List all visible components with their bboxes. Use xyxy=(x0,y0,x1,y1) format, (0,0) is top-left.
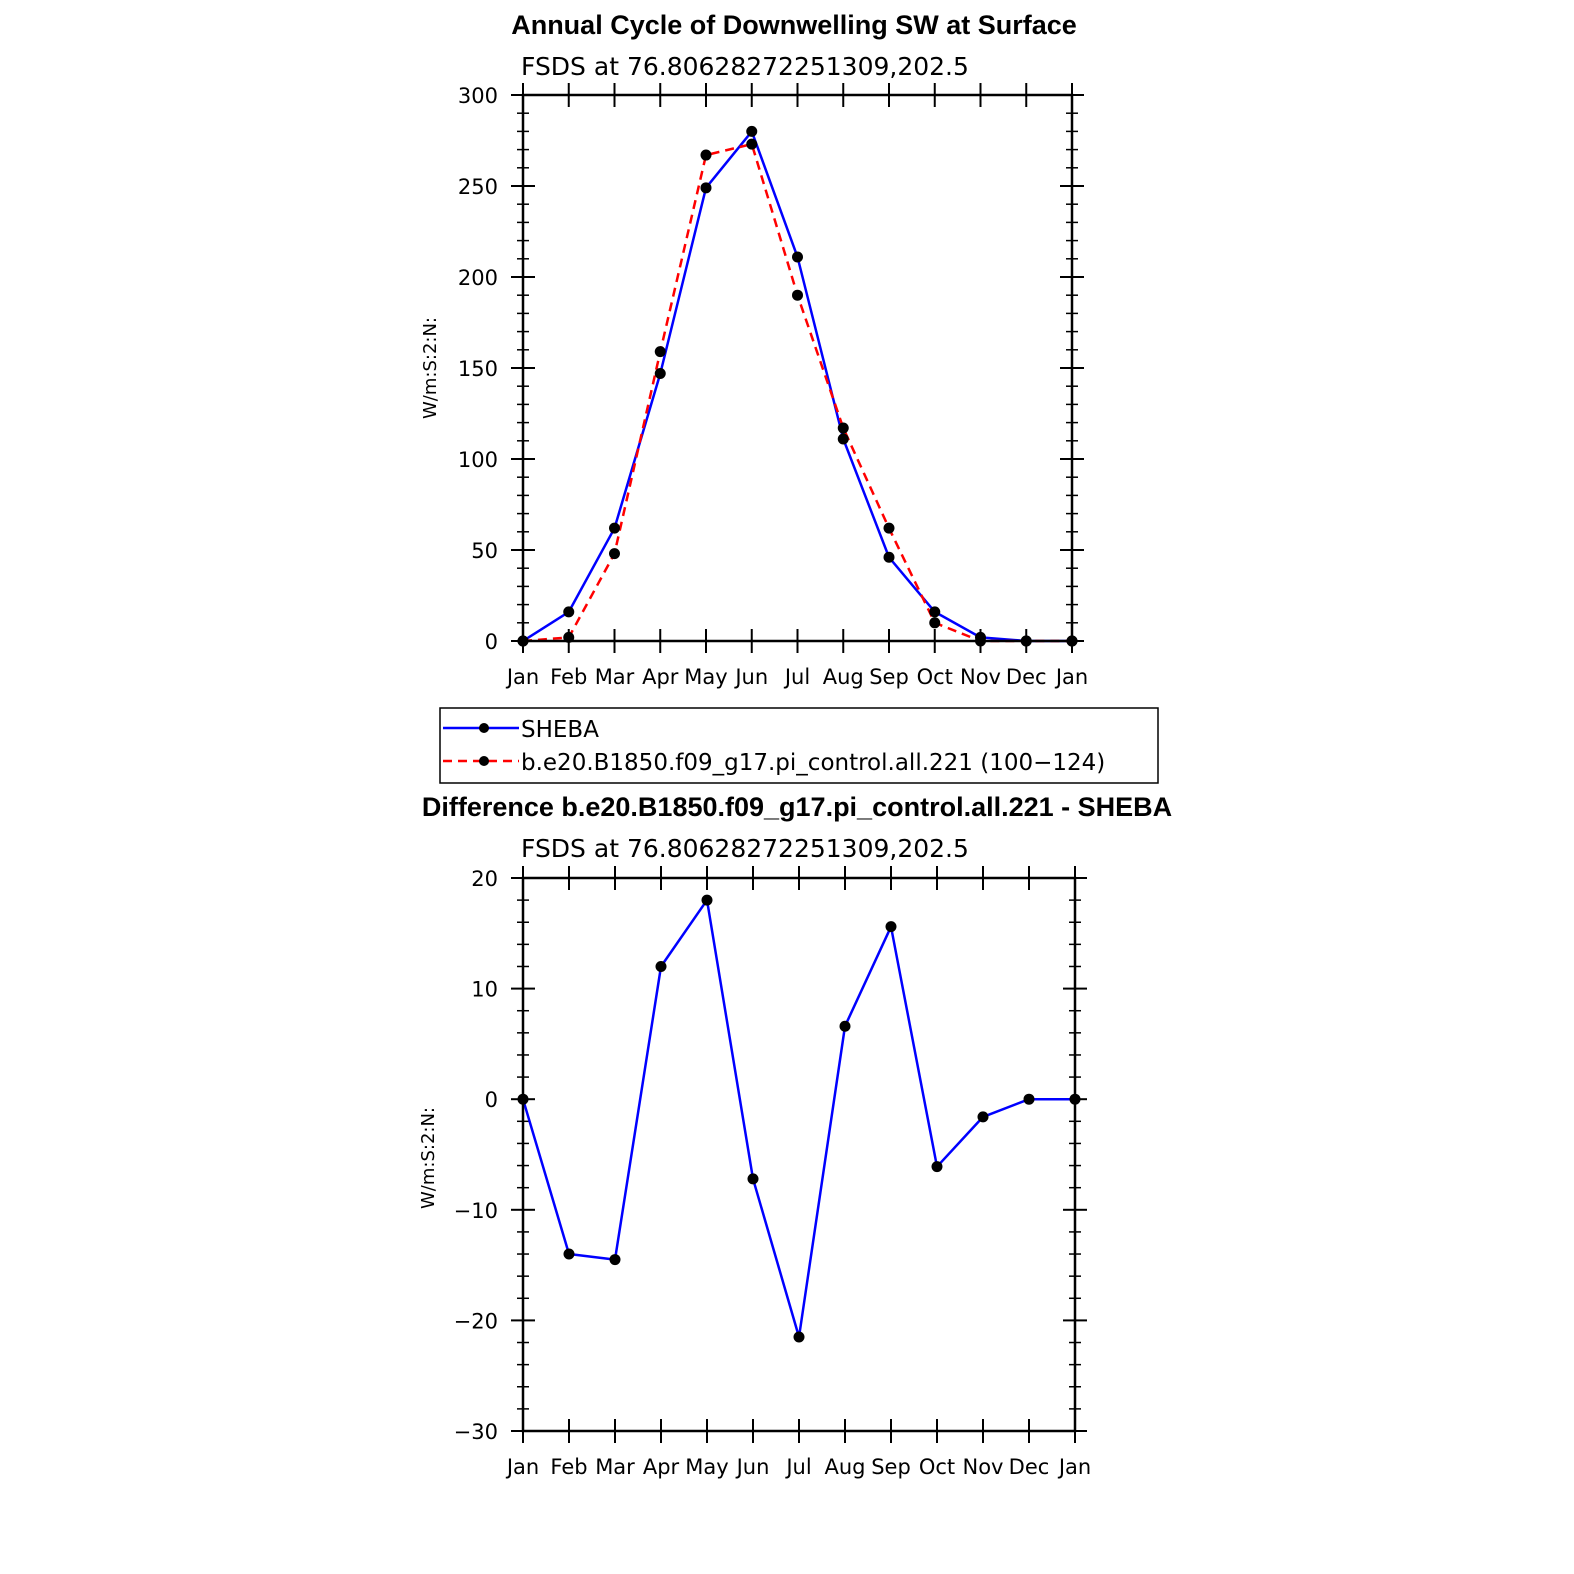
panel2-y-tick-labels: −30 −20 −10 0 10 20 xyxy=(454,867,498,1444)
panel1-series-0-point xyxy=(700,182,712,194)
panel1-y-tick-label: 300 xyxy=(458,84,498,108)
panel2-series-0-point xyxy=(655,960,667,972)
panel1-series-1-point xyxy=(837,422,849,434)
panel1-y-axis-label: W/m:S:2:N: xyxy=(420,317,441,419)
panel2-series-0-point xyxy=(563,1248,575,1260)
panel2-y-tick-label: −30 xyxy=(454,1420,498,1444)
panel1-series-1-point xyxy=(609,548,620,560)
panel1-series-0-point xyxy=(929,606,941,618)
panel2-title: Difference b.e20.B1850.f09_g17.pi_contro… xyxy=(422,792,1172,822)
panel1-series-1-point xyxy=(746,138,758,150)
panel1-x-tick-label: Apr xyxy=(642,665,679,689)
panel1-series-0-point xyxy=(609,522,620,534)
panel1-x-tick-label: Jul xyxy=(783,665,810,689)
panel1-x-tick-label: Oct xyxy=(917,665,953,689)
panel2-x-tick-labels: Jan Feb Mar Apr May Jun Jul Aug Sep Oct Nov Dec Jan xyxy=(505,1455,1091,1479)
panel1-series-1-point xyxy=(654,346,666,358)
panel2-y-tick-label: 20 xyxy=(471,867,498,891)
panel1-series-0-point xyxy=(563,606,575,618)
panel2-y-tick-label: −10 xyxy=(454,1199,498,1223)
panel1-x-tick-label: Mar xyxy=(595,665,635,689)
panel1-series-line-0 xyxy=(522,130,1072,643)
panel2-x-tick-label: Jul xyxy=(784,1455,811,1479)
panel1-y-tick-labels: 0 50 100 150 200 250 300 xyxy=(458,84,498,654)
panel1-plot-frame xyxy=(521,93,1074,643)
panel2-series-0-point xyxy=(931,1161,943,1173)
legend-marker-sheba xyxy=(479,723,489,733)
panel1-y-tick-label: 200 xyxy=(458,266,498,290)
panel2-series-0-point xyxy=(885,921,897,933)
panel2-series-0-point xyxy=(701,894,713,906)
panel1-series-1-point xyxy=(792,289,803,301)
panel1-series-0-point xyxy=(837,433,849,445)
panel2-y-tick-label: 10 xyxy=(471,978,498,1002)
panel1-series-0-point xyxy=(792,251,803,263)
difference-panel: Difference b.e20.B1850.f09_g17.pi_contro… xyxy=(418,792,1172,1479)
panel1-title: Annual Cycle of Downwelling SW at Surfac… xyxy=(511,10,1077,40)
panel1-series-1-point xyxy=(883,522,895,534)
panel1-x-tick-label: Jun xyxy=(733,665,768,689)
panel2-x-tick-label: Aug xyxy=(824,1455,865,1479)
panel2-series-line-0 xyxy=(521,898,1075,1339)
panel2-x-tick-label: Apr xyxy=(643,1455,680,1479)
panel1-y-tick-label: 0 xyxy=(485,630,498,654)
panel2-series-0-point xyxy=(839,1020,851,1032)
panel1-x-tick-label: Dec xyxy=(1006,665,1047,689)
panel1-x-tick-label: Aug xyxy=(823,665,864,689)
panel2-x-tick-label: Jan xyxy=(505,1455,539,1479)
panel2-y-axis-label: W/m:S:2:N: xyxy=(418,1107,439,1209)
panel1-series-0-point xyxy=(746,125,758,137)
panel1-series-line-1 xyxy=(522,142,1072,643)
panel2-x-tick-label: Nov xyxy=(963,1455,1004,1479)
panel2-x-tick-label: Feb xyxy=(550,1455,587,1479)
panel1-y-tick-label: 150 xyxy=(458,357,498,381)
panel1-y-tick-label: 50 xyxy=(471,539,498,563)
panel2-series xyxy=(517,894,1081,1343)
panel2-x-tick-label: Jan xyxy=(1057,1455,1091,1479)
annual-cycle-panel: Annual Cycle of Downwelling SW at Surfac… xyxy=(420,10,1088,689)
legend-marker-model xyxy=(479,756,489,766)
panel2-x-tick-label: Dec xyxy=(1009,1455,1050,1479)
panel1-series-0-point xyxy=(883,551,895,563)
legend-box xyxy=(439,707,1159,784)
panel1-x-tick-label: Feb xyxy=(550,665,587,689)
panel1-series-1-point xyxy=(700,149,712,161)
panel1-subtitle: FSDS at 76.80628272251309,202.5 xyxy=(521,52,969,81)
panel1-ticks xyxy=(511,83,1084,653)
panel1-x-tick-labels: Jan Feb Mar Apr May Jun Jul Aug Sep Oct Nov Dec Jan xyxy=(505,665,1088,689)
panel1-x-tick-label: Jan xyxy=(1054,665,1088,689)
legend-label-sheba: SHEBA xyxy=(521,717,599,743)
panel1-y-tick-label: 100 xyxy=(458,448,498,472)
panel2-y-tick-label: −20 xyxy=(454,1309,498,1333)
panel2-series-0-point xyxy=(977,1111,989,1123)
panel2-x-tick-label: Mar xyxy=(595,1455,635,1479)
panel1-series-1-point xyxy=(929,617,941,629)
panel2-subtitle: FSDS at 76.80628272251309,202.5 xyxy=(521,834,969,863)
panel2-x-tick-label: May xyxy=(685,1455,728,1479)
panel2-y-tick-label: 0 xyxy=(485,1088,498,1112)
legend: SHEBA b.e20.B1850.f09_g17.pi_control.all… xyxy=(439,707,1159,784)
panel1-x-tick-label: Jan xyxy=(505,665,539,689)
panel1-y-tick-label: 250 xyxy=(458,175,498,199)
panel1-series-0-point xyxy=(654,367,666,379)
panel2-ticks xyxy=(511,866,1087,1443)
panel2-x-tick-label: Oct xyxy=(919,1455,955,1479)
legend-label-model: b.e20.B1850.f09_g17.pi_control.all.221 (… xyxy=(521,750,1105,776)
panel2-series-0-point xyxy=(1023,1093,1035,1105)
panel2-x-tick-label: Jun xyxy=(735,1455,770,1479)
panel1-x-tick-label: May xyxy=(684,665,727,689)
panel2-plot-frame xyxy=(521,876,1077,1433)
panel2-series-0-point xyxy=(747,1173,759,1185)
panel1-x-tick-label: Nov xyxy=(960,665,1001,689)
panel2-x-tick-label: Sep xyxy=(871,1455,911,1479)
panel1-x-tick-label: Sep xyxy=(869,665,909,689)
panel2-series-0-point xyxy=(793,1331,805,1343)
panel2-series-0-point xyxy=(609,1254,621,1266)
panel1-series xyxy=(517,125,1078,647)
